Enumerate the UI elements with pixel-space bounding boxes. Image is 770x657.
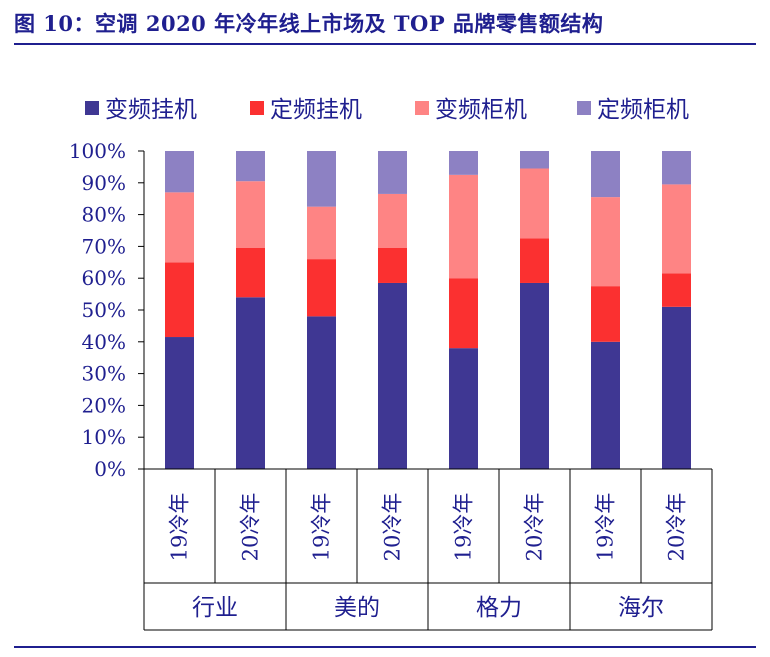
bar-segment	[520, 151, 549, 169]
bar-segment	[307, 151, 336, 207]
legend-swatch	[415, 101, 429, 115]
category-label: 20冷年	[381, 493, 405, 562]
title-rule	[14, 43, 756, 45]
category-label: 20冷年	[239, 493, 263, 562]
bar-segment	[236, 181, 265, 248]
y-tick-label: 80%	[82, 203, 126, 227]
bar-segment	[165, 151, 194, 193]
legend-label: 变频柜机	[435, 97, 527, 123]
bottom-rule	[14, 646, 756, 648]
y-tick-label: 40%	[82, 330, 126, 354]
y-tick-label: 100%	[69, 139, 126, 163]
bar-segment	[307, 259, 336, 317]
y-tick-label: 50%	[82, 298, 126, 322]
bar-segment	[307, 316, 336, 469]
bar-segment	[236, 247, 265, 298]
bar-segment	[520, 282, 549, 469]
y-tick-label: 60%	[82, 266, 126, 290]
legend-label: 变频挂机	[105, 97, 197, 123]
group-label: 海尔	[618, 595, 664, 621]
bar-segment	[378, 247, 407, 283]
bar-segment	[591, 197, 620, 287]
group-label: 格力	[476, 595, 522, 621]
bar-segment	[165, 337, 194, 469]
bar-segment	[449, 348, 478, 469]
figure-title: 图 10：空调 2020 年冷年线上市场及 TOP 品牌零售额结构	[14, 11, 604, 36]
legend-swatch	[85, 101, 99, 115]
y-tick-label: 70%	[82, 234, 126, 258]
category-label: 19冷年	[168, 493, 192, 562]
group-label: 行业	[192, 595, 238, 621]
bar-segment	[591, 151, 620, 198]
bar-segment	[449, 151, 478, 175]
y-tick-label: 20%	[82, 393, 126, 417]
category-label: 19冷年	[452, 493, 476, 562]
bar-segment	[236, 297, 265, 469]
category-label: 19冷年	[594, 493, 618, 562]
y-tick-label: 0%	[94, 457, 126, 481]
bar-segment	[591, 286, 620, 342]
chart-legend: 变频挂机 定频挂机 变频柜机 定频柜机	[85, 97, 689, 123]
bar-segment	[662, 273, 691, 307]
y-tick-label: 10%	[82, 425, 126, 449]
bar-segment	[520, 168, 549, 239]
category-label: 20冷年	[523, 493, 547, 562]
bar-segment	[378, 193, 407, 248]
legend-label: 定频柜机	[597, 97, 689, 123]
legend-label: 定频挂机	[270, 97, 362, 123]
bar-segment	[165, 262, 194, 338]
bar-segment	[662, 184, 691, 274]
bars	[165, 151, 691, 469]
y-axis: 0% 10% 20% 30% 40% 50% 60% 70% 80% 90% 100%	[69, 139, 145, 481]
category-label: 20冷年	[665, 493, 689, 562]
bar-segment	[307, 206, 336, 260]
bar-segment	[236, 151, 265, 182]
legend-swatch	[577, 101, 591, 115]
bar-segment	[165, 192, 194, 263]
bar-segment	[662, 151, 691, 185]
bar-segment	[591, 341, 620, 469]
bar-segment	[378, 282, 407, 469]
bar-segment	[449, 278, 478, 349]
bar-segment	[449, 174, 478, 279]
group-label: 美的	[334, 595, 380, 621]
category-label: 19冷年	[310, 493, 334, 562]
bar-segment	[520, 238, 549, 283]
legend-swatch	[250, 101, 264, 115]
bar-segment	[662, 306, 691, 469]
y-tick-label: 30%	[82, 362, 126, 386]
bar-segment	[378, 151, 407, 194]
y-tick-label: 90%	[82, 171, 126, 195]
